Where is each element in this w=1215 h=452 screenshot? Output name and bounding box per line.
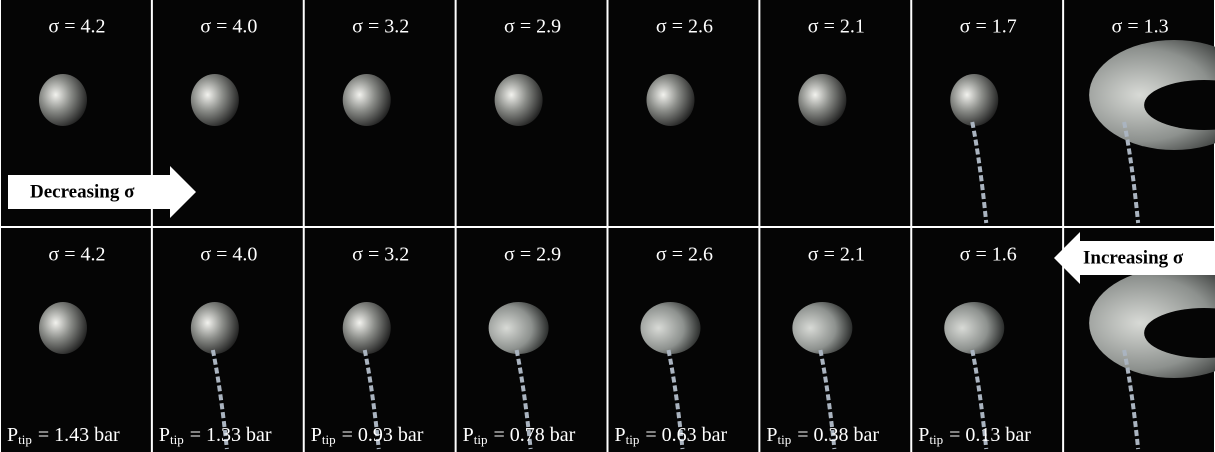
- pressure-symbol: P: [159, 424, 170, 446]
- arrow-label: Increasing σ: [1083, 247, 1184, 268]
- pressure-subscript: tip: [626, 432, 640, 447]
- jet-streak: [210, 349, 229, 450]
- pressure-label: Ptip = 1.33 bar: [159, 424, 272, 447]
- sigma-label: σ = 2.9: [504, 244, 561, 266]
- pressure-label: Ptip = 0.38 bar: [766, 424, 879, 447]
- sigma-label: σ = 1.7: [960, 16, 1017, 38]
- cavitation-bubble: [944, 302, 1005, 354]
- pressure-subscript: tip: [322, 432, 336, 447]
- pressure-label: Ptip = 0.78 bar: [463, 424, 576, 447]
- cavitation-bubble: [640, 302, 701, 354]
- cavitation-bubble: [190, 302, 239, 354]
- pressure-symbol: P: [463, 424, 474, 446]
- pressure-subscript: tip: [929, 432, 943, 447]
- cavitation-bubble: [39, 74, 87, 126]
- jet-streak: [666, 349, 685, 450]
- sigma-label: σ = 2.6: [656, 16, 713, 38]
- jet-streak: [1122, 349, 1141, 450]
- cavity: [1144, 308, 1215, 358]
- pressure-label: Ptip = 0.93 bar: [311, 424, 424, 447]
- sigma-label: σ = 2.6: [656, 244, 713, 266]
- pressure-label: Ptip = 0.13 bar: [918, 424, 1031, 447]
- cavitation-bubble: [39, 302, 87, 354]
- sigma-label: σ = 2.1: [808, 244, 865, 266]
- increasing-arrow: Increasing σ: [1054, 232, 1215, 284]
- sigma-label: σ = 4.2: [48, 244, 105, 266]
- sigma-label: σ = 3.2: [352, 244, 409, 266]
- jet-streak: [362, 349, 381, 450]
- pressure-symbol: P: [918, 424, 929, 446]
- sigma-label: σ = 4.0: [200, 244, 257, 266]
- cavitation-bubble: [798, 74, 847, 126]
- jet-streak: [1122, 121, 1141, 224]
- jet-streak: [818, 349, 837, 450]
- pressure-label: Ptip = 0.63 bar: [615, 424, 728, 447]
- pressure-value: = 0.78 bar: [493, 424, 575, 446]
- pressure-symbol: P: [766, 424, 777, 446]
- cavitation-bubble: [494, 74, 543, 126]
- jet-streak: [514, 349, 533, 450]
- pressure-value: = 0.38 bar: [797, 424, 879, 446]
- pressure-value: = 1.43 bar: [38, 424, 120, 446]
- pressure-value: = 0.93 bar: [342, 424, 424, 446]
- sigma-label: σ = 4.2: [48, 16, 105, 38]
- cavitation-bubble: [342, 302, 391, 354]
- cavitation-bubble: [342, 74, 391, 126]
- sigma-label: σ = 4.0: [200, 16, 257, 38]
- sigma-label: σ = 1.3: [1112, 16, 1169, 38]
- pressure-value: = 0.13 bar: [949, 424, 1031, 446]
- sigma-label: σ = 2.1: [808, 16, 865, 38]
- pressure-subscript: tip: [474, 432, 488, 447]
- pressure-symbol: P: [615, 424, 626, 446]
- pressure-symbol: P: [311, 424, 322, 446]
- sigma-label: σ = 1.6: [960, 244, 1017, 266]
- pressure-subscript: tip: [170, 432, 184, 447]
- sigma-label: σ = 2.9: [504, 16, 561, 38]
- pressure-value: = 0.63 bar: [645, 424, 727, 446]
- pressure-value: = 1.33 bar: [190, 424, 272, 446]
- pressure-label: Ptip = 1.43 bar: [7, 424, 120, 447]
- cavity: [1144, 80, 1215, 130]
- pressure-symbol: P: [7, 424, 18, 446]
- sigma-label: σ = 3.2: [352, 16, 409, 38]
- jet-streak: [970, 349, 989, 450]
- cavitation-bubble: [646, 74, 695, 126]
- arrow-label: Decreasing σ: [30, 181, 135, 202]
- jet-streak: [970, 121, 989, 224]
- pressure-subscript: tip: [18, 432, 32, 447]
- cavitation-bubble: [190, 74, 239, 126]
- decreasing-arrow: Decreasing σ: [8, 166, 196, 218]
- pressure-subscript: tip: [778, 432, 792, 447]
- cavitation-bubble: [950, 74, 999, 126]
- cavitation-bubble: [792, 302, 853, 354]
- cavitation-bubble: [488, 302, 549, 354]
